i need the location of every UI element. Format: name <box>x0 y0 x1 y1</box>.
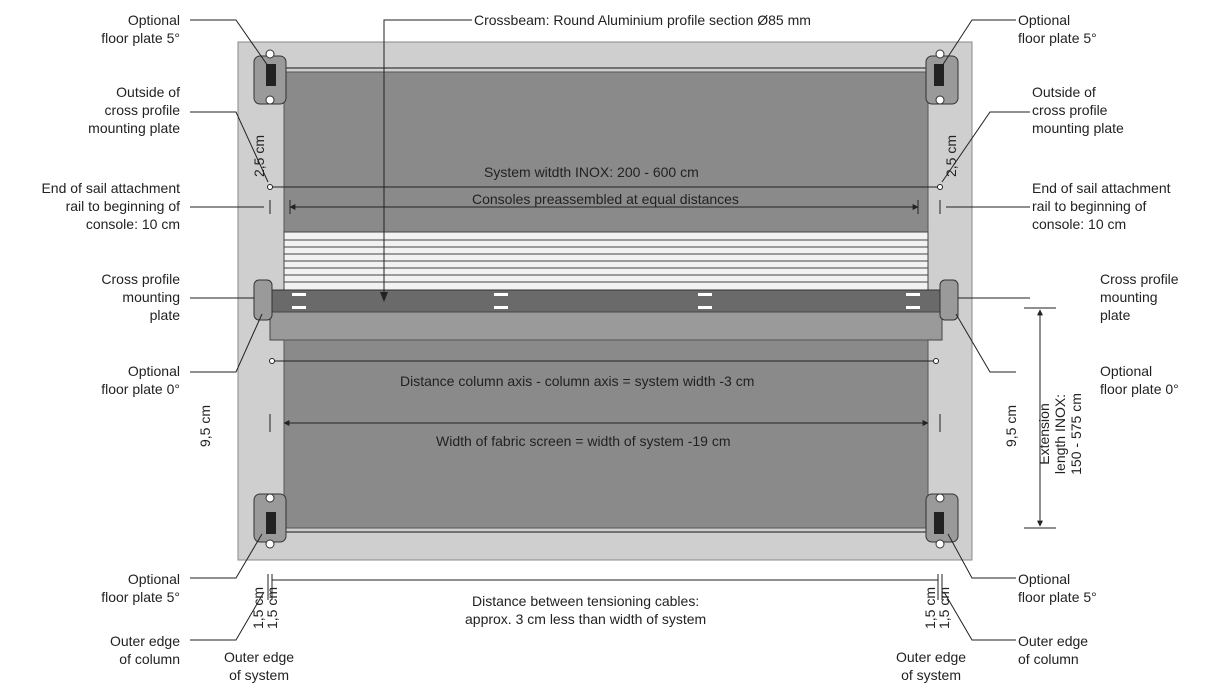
floor-plate-5-br-label: Optional floor plate 5° <box>1018 571 1097 605</box>
cross-plate-right-label: Cross profile mounting plate <box>1100 271 1179 323</box>
outer-edge-system-right-label: Outer edge of system <box>896 649 967 683</box>
sail-rail-right-label: End of sail attachment rail to beginning … <box>1032 180 1171 232</box>
offset-2-5-left: 2,5 cm <box>251 135 267 178</box>
outer-edge-system-left-label: Outer edge of system <box>224 649 295 683</box>
cross-plate-left <box>253 279 273 321</box>
outside-cross-left-label: Outside of cross profile mounting plate <box>88 84 180 136</box>
offset-9-5-left: 9,5 cm <box>197 405 213 448</box>
extension-text: Extension length INOX: 150 - 575 cm <box>1036 393 1084 475</box>
floor-plate-5-bl <box>253 493 287 549</box>
floor-plate-5-tr-label: Optional floor plate 5° <box>1018 12 1097 46</box>
floor-plate-5-br <box>925 493 959 549</box>
sail-rail-left-label: End of sail attachment rail to beginning … <box>41 180 180 232</box>
crossbeam <box>267 289 945 341</box>
cables-text: Distance between tensioning cables: appro… <box>465 593 707 627</box>
floor-plate-5-bl-label: Optional floor plate 5° <box>101 571 180 605</box>
offset-1-5-b-left: 1,5 cm <box>264 587 280 630</box>
floor-plate-0-right-label: Optional floor plate 0° <box>1100 363 1179 397</box>
crossbeam-label: Crossbeam: Round Aluminium profile secti… <box>474 12 811 28</box>
consoles-text: Consoles preassembled at equal distances <box>472 191 739 207</box>
system-width-text: System witdth INOX: 200 - 600 cm <box>484 164 699 180</box>
folded-slats <box>283 231 929 291</box>
offset-2-5-right: 2,5 cm <box>943 135 959 178</box>
floor-plate-5-tl <box>253 49 287 105</box>
outside-cross-right-label: Outside of cross profile mounting plate <box>1032 84 1124 136</box>
upper-fabric <box>283 71 929 233</box>
floor-plate-5-tl-label: Optional floor plate 5° <box>101 12 180 46</box>
cross-plate-right <box>939 279 959 321</box>
cross-plate-left-label: Cross profile mounting plate <box>101 271 180 323</box>
floor-plate-0-left-label: Optional floor plate 0° <box>101 363 180 397</box>
outer-edge-column-left-label: Outer edge of column <box>109 633 180 667</box>
fabric-width-text: Width of fabric screen = width of system… <box>436 433 731 449</box>
outer-edge-column-right-label: Outer edge of column <box>1018 633 1089 667</box>
offset-1-5-b-right: 1,5 cm <box>936 587 952 630</box>
lower-fabric <box>283 339 929 529</box>
offset-9-5-right: 9,5 cm <box>1003 405 1019 448</box>
column-axis-text: Distance column axis - column axis = sys… <box>400 373 755 389</box>
floor-plate-5-tr <box>925 49 959 105</box>
